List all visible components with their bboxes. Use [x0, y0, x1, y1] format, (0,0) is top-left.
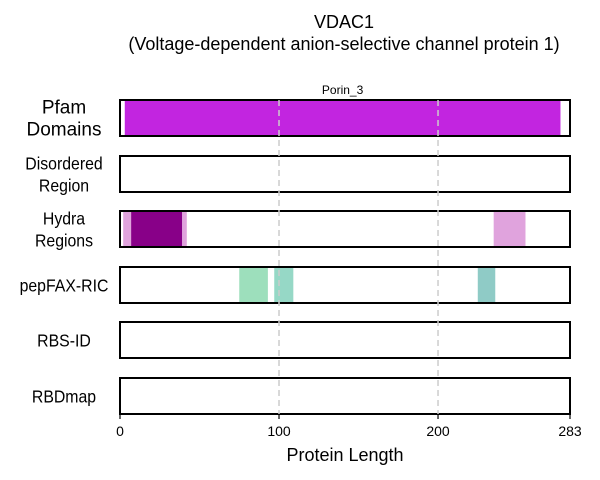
- track-label: Pfam Domains: [27, 98, 102, 141]
- segment-bar: [477, 267, 496, 303]
- track-frame: [119, 266, 571, 304]
- track-frame: [119, 155, 571, 193]
- track-label-line: RBDmap: [32, 386, 96, 406]
- track: RBS-ID: [37, 321, 571, 359]
- track: Porin_3 Pfam Domains: [27, 83, 571, 141]
- segment-bar: [239, 267, 268, 303]
- track-frame: [119, 210, 571, 248]
- track-frame: [119, 99, 571, 137]
- x-tick-label: 200: [426, 423, 450, 439]
- x-axis: 0 100 200 283: [116, 414, 582, 439]
- segment-bar: [124, 100, 561, 136]
- track-label-line: Hydra: [43, 208, 86, 228]
- x-axis-title: Protein Length: [286, 445, 403, 465]
- x-tick-label: 0: [116, 423, 124, 439]
- segment-bar: [274, 267, 294, 303]
- chart-title: VDAC1: [314, 12, 374, 32]
- track: Hydra Regions: [35, 208, 571, 251]
- track-label: Disordered Region: [25, 153, 102, 195]
- segment-label: Porin_3: [322, 83, 364, 97]
- track-label: pepFAX-RIC: [20, 275, 109, 295]
- track-frame: [119, 377, 571, 415]
- track-label: RBDmap: [32, 386, 96, 406]
- track-label-line: pepFAX-RIC: [20, 275, 109, 295]
- segment-bar: [131, 211, 183, 247]
- track: Disordered Region: [25, 153, 571, 196]
- x-tick-label: 283: [558, 423, 582, 439]
- segment-bar: [493, 211, 526, 247]
- track-label: Hydra Regions: [35, 208, 93, 250]
- track-label-line: Region: [39, 175, 89, 195]
- track-label-line: Regions: [35, 230, 93, 250]
- track-label-line: Pfam: [42, 98, 86, 119]
- track: RBDmap: [32, 377, 571, 415]
- track-label-line: RBS-ID: [37, 330, 91, 350]
- x-tick-label: 100: [267, 423, 291, 439]
- grid-lines: [278, 100, 439, 414]
- track-label: RBS-ID: [37, 330, 91, 350]
- chart-subtitle: (Voltage-dependent anion-selective chann…: [128, 34, 559, 54]
- track: pepFAX-RIC: [20, 266, 571, 304]
- segment-bar: [123, 211, 132, 247]
- track-frame: [119, 321, 571, 359]
- track-label-line: Domains: [27, 120, 102, 141]
- track-label-line: Disordered: [25, 153, 102, 173]
